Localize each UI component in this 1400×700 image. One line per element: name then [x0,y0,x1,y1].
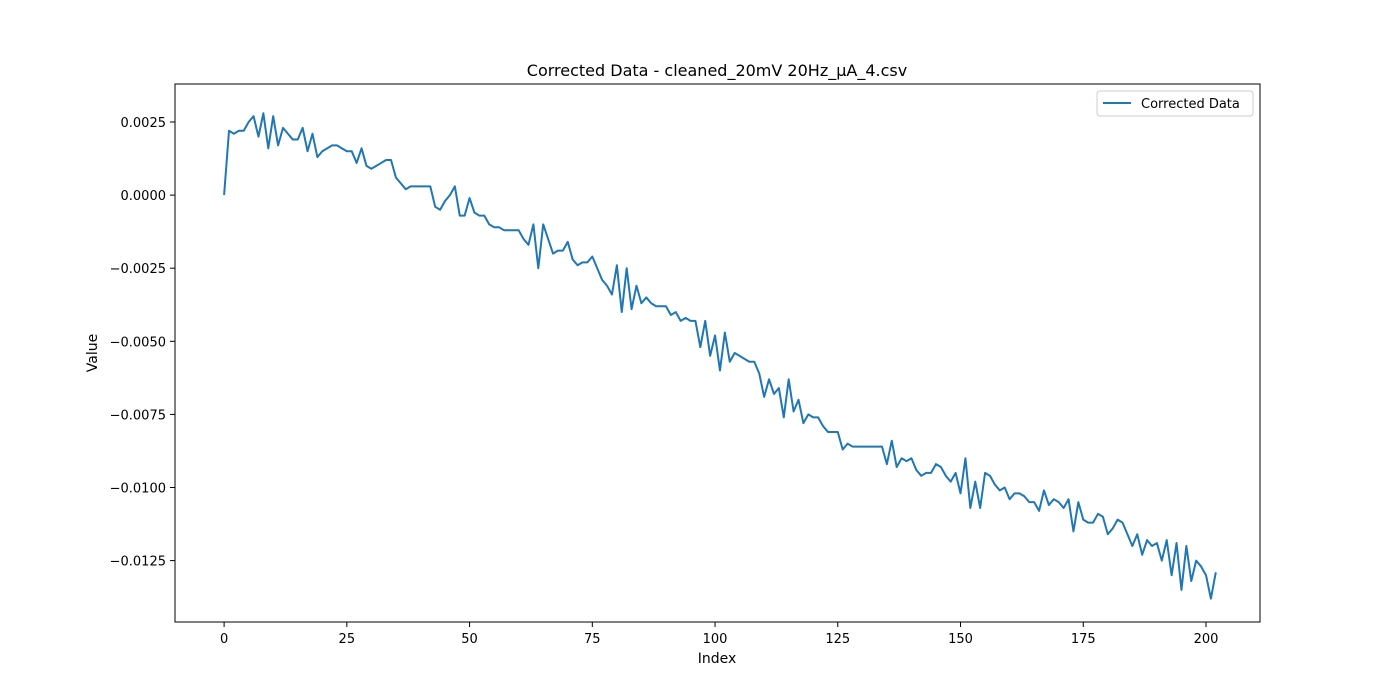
y-tick-label: −0.0025 [110,262,166,277]
x-axis: 0 25 50 75 100 125 150 175 200 [220,622,1218,647]
legend-box [1096,90,1254,117]
x-tick-label: 125 [825,632,850,647]
legend: Corrected Data [1096,90,1254,117]
series-line-corrected-data [223,112,1217,600]
chart-title: Corrected Data - cleaned_20mV 20Hz_µA_4.… [527,61,907,81]
x-tick-label: 100 [703,632,728,647]
x-tick-label: 0 [220,632,228,647]
y-tick-label: −0.0100 [110,482,166,497]
y-axis: 0.0025 0.0000 −0.0025 −0.0050 −0.0075 −0.0100… [110,116,175,570]
x-tick-label: 75 [584,632,601,647]
plot-area: 0 25 50 75 100 125 150 175 200 0.0025 0.0000 −0.00… [110,83,1261,647]
x-tick-label: 200 [1194,632,1219,647]
legend-label-corrected-data: Corrected Data [1141,97,1240,112]
x-tick-label: 50 [461,632,478,647]
y-tick-label: −0.0125 [110,555,166,570]
plot-frame [174,83,1261,623]
y-tick-label: 0.0025 [121,116,167,131]
x-tick-label: 150 [948,632,973,647]
x-tick-label: 25 [339,632,356,647]
y-tick-label: −0.0075 [110,408,166,423]
x-tick-label: 175 [1071,632,1096,647]
y-tick-label: 0.0000 [121,189,167,204]
y-axis-label: Value [85,334,101,372]
y-tick-label: −0.0050 [110,335,166,350]
x-axis-label: Index [698,651,737,667]
